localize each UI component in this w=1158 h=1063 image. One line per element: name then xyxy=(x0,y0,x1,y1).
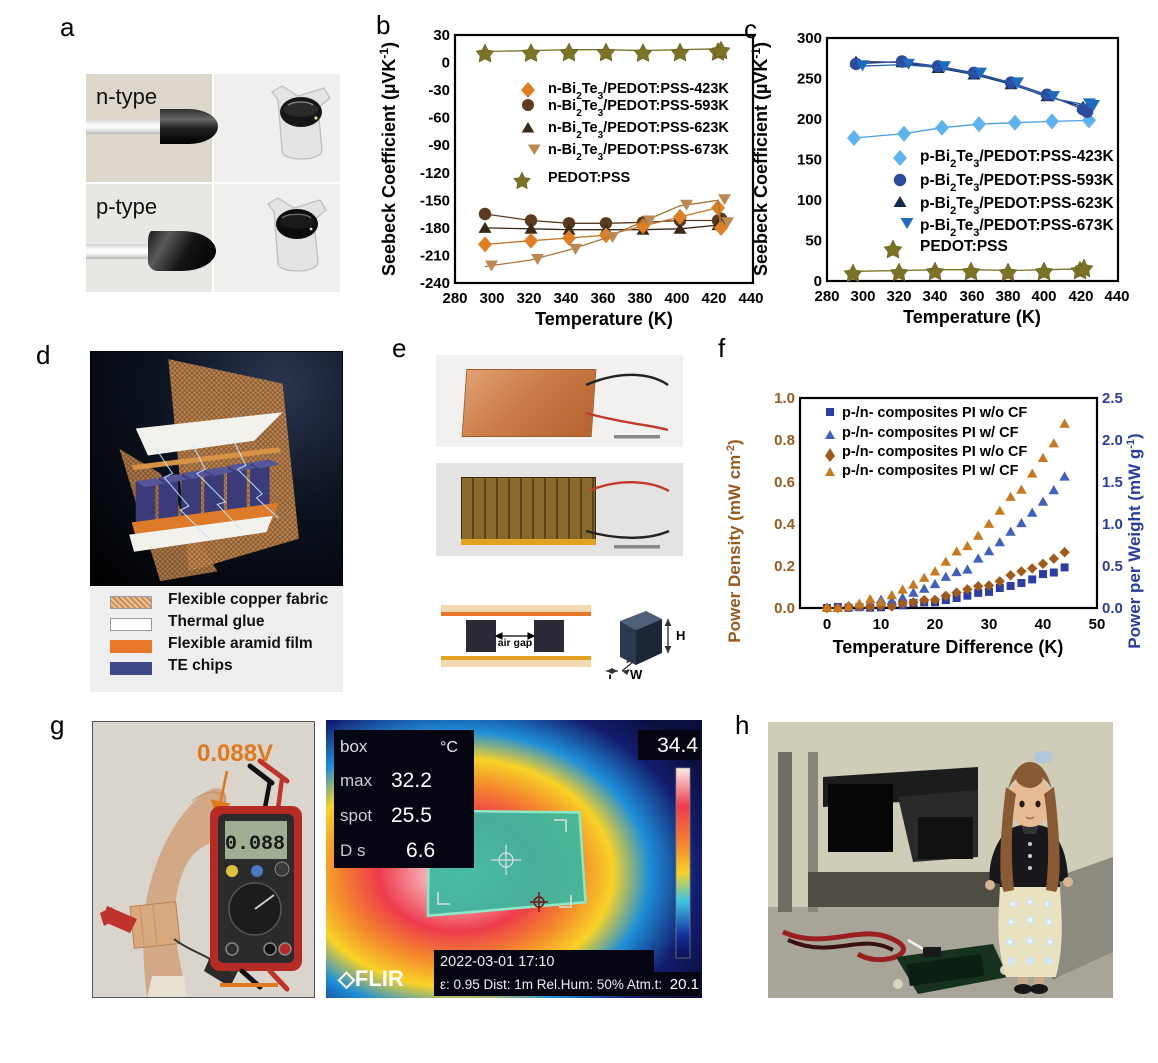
svg-text:32.2: 32.2 xyxy=(391,769,432,792)
svg-text:30: 30 xyxy=(433,27,450,44)
svg-text:p-/n- composites PI w/o CF: p-/n- composites PI w/o CF xyxy=(842,444,1027,460)
svg-text:280: 280 xyxy=(814,288,839,305)
svg-text:0.6: 0.6 xyxy=(774,474,795,491)
svg-text:0.4: 0.4 xyxy=(774,516,796,533)
svg-text:1.0: 1.0 xyxy=(1102,516,1123,533)
svg-text:p-/n- composites PI w/o CF: p-/n- composites PI w/o CF xyxy=(842,405,1027,421)
svg-text:Temperature (K): Temperature (K) xyxy=(903,307,1041,327)
svg-text:1.0: 1.0 xyxy=(774,390,795,407)
svg-text:25.5: 25.5 xyxy=(391,804,432,827)
svg-text:n-Bi2Te3/PEDOT:PSS-593K: n-Bi2Te3/PEDOT:PSS-593K xyxy=(548,98,729,119)
svg-text:2.0: 2.0 xyxy=(1102,432,1123,449)
svg-text:10: 10 xyxy=(873,616,890,633)
svg-text:spot: spot xyxy=(340,806,372,825)
svg-text:air gap: air gap xyxy=(498,637,532,649)
svg-text:H: H xyxy=(676,628,685,643)
svg-text:L: L xyxy=(608,672,615,679)
svg-text:-150: -150 xyxy=(420,192,450,209)
svg-text:Seebeck Coefficient (µVK-1): Seebeck Coefficient (µVK-1) xyxy=(749,42,771,276)
svg-text:50: 50 xyxy=(1089,616,1106,633)
svg-text:360: 360 xyxy=(959,288,984,305)
svg-text:ε: 0.95 Dist: 1m Rel.Hum: 50%: ε: 0.95 Dist: 1m Rel.Hum: 50% Atm.t: 20°… xyxy=(440,977,696,992)
svg-text:400: 400 xyxy=(664,290,689,307)
svg-text:300: 300 xyxy=(797,30,822,47)
svg-text:D s: D s xyxy=(340,841,366,860)
svg-text:-210: -210 xyxy=(420,247,450,264)
svg-text:250: 250 xyxy=(797,71,822,88)
svg-text:320: 320 xyxy=(516,290,541,307)
svg-text:20: 20 xyxy=(927,616,944,633)
svg-text:0.2: 0.2 xyxy=(774,558,795,575)
svg-text:Power per Weight (mW g-1): Power per Weight (mW g-1) xyxy=(1125,433,1144,648)
svg-text:300: 300 xyxy=(479,290,504,307)
svg-text:p-Bi2Te3/PEDOT:PSS-593K: p-Bi2Te3/PEDOT:PSS-593K xyxy=(920,172,1115,194)
svg-text:400: 400 xyxy=(1031,288,1056,305)
svg-text:0.8: 0.8 xyxy=(774,432,795,449)
svg-text:420: 420 xyxy=(701,290,726,307)
svg-text:280: 280 xyxy=(442,290,467,307)
svg-text:380: 380 xyxy=(627,290,652,307)
svg-text:p-Bi2Te3/PEDOT:PSS-623K: p-Bi2Te3/PEDOT:PSS-623K xyxy=(920,195,1115,217)
svg-text:6.6: 6.6 xyxy=(406,839,435,862)
svg-text:20.1: 20.1 xyxy=(670,976,699,993)
svg-text:p-Bi2Te3/PEDOT:PSS-423K: p-Bi2Te3/PEDOT:PSS-423K xyxy=(920,148,1115,170)
svg-text:n-Bi2Te3/PEDOT:PSS-623K: n-Bi2Te3/PEDOT:PSS-623K xyxy=(548,120,729,141)
svg-text:0.0: 0.0 xyxy=(774,600,795,617)
svg-text:0: 0 xyxy=(823,616,831,633)
svg-text:30: 30 xyxy=(981,616,998,633)
svg-text:420: 420 xyxy=(1068,288,1093,305)
svg-text:-120: -120 xyxy=(420,165,450,182)
svg-text:340: 340 xyxy=(553,290,578,307)
svg-text:n-Bi2Te3/PEDOT:PSS-673K: n-Bi2Te3/PEDOT:PSS-673K xyxy=(548,142,729,163)
svg-text:440: 440 xyxy=(1104,288,1129,305)
svg-text:Seebeck Coefficient (µVK-1): Seebeck Coefficient (µVK-1) xyxy=(377,42,399,276)
svg-text:Power Density (mW cm-2): Power Density (mW cm-2) xyxy=(725,439,744,642)
svg-text:2022-03-01 17:10: 2022-03-01 17:10 xyxy=(440,954,555,970)
svg-text:150: 150 xyxy=(797,152,822,169)
svg-text:Temperature (K): Temperature (K) xyxy=(535,309,673,329)
svg-text:0.5: 0.5 xyxy=(1102,558,1123,575)
svg-text:PEDOT:PSS: PEDOT:PSS xyxy=(920,238,1008,255)
svg-text:°C: °C xyxy=(440,739,458,756)
svg-text:34.4: 34.4 xyxy=(657,734,698,757)
svg-text:p-Bi2Te3/PEDOT:PSS-673K: p-Bi2Te3/PEDOT:PSS-673K xyxy=(920,217,1115,239)
svg-text:p-/n- composites PI w/ CF: p-/n- composites PI w/ CF xyxy=(842,425,1019,441)
svg-text:2.5: 2.5 xyxy=(1102,390,1123,407)
svg-text:W: W xyxy=(630,667,643,679)
svg-text:PEDOT:PSS: PEDOT:PSS xyxy=(548,170,631,186)
svg-text:box: box xyxy=(340,737,368,756)
svg-text:-60: -60 xyxy=(428,110,450,127)
svg-text:40: 40 xyxy=(1035,616,1052,633)
svg-text:380: 380 xyxy=(995,288,1020,305)
svg-text:p-/n- composites PI w/ CF: p-/n- composites PI w/ CF xyxy=(842,463,1019,479)
svg-text:50: 50 xyxy=(805,233,822,250)
svg-text:1.5: 1.5 xyxy=(1102,474,1123,491)
svg-text:-90: -90 xyxy=(428,137,450,154)
svg-text:◇FLIR: ◇FLIR xyxy=(337,966,404,991)
svg-text:340: 340 xyxy=(922,288,947,305)
svg-text:max: max xyxy=(340,771,373,790)
svg-text:300: 300 xyxy=(850,288,875,305)
svg-text:200: 200 xyxy=(797,111,822,128)
svg-text:Temperature Difference (K): Temperature Difference (K) xyxy=(833,637,1064,657)
svg-text:-30: -30 xyxy=(428,82,450,99)
svg-text:0.0: 0.0 xyxy=(1102,600,1123,617)
svg-text:440: 440 xyxy=(738,290,763,307)
svg-text:360: 360 xyxy=(590,290,615,307)
svg-text:0: 0 xyxy=(442,55,450,72)
svg-text:-180: -180 xyxy=(420,220,450,237)
svg-text:100: 100 xyxy=(797,192,822,209)
svg-text:320: 320 xyxy=(886,288,911,305)
